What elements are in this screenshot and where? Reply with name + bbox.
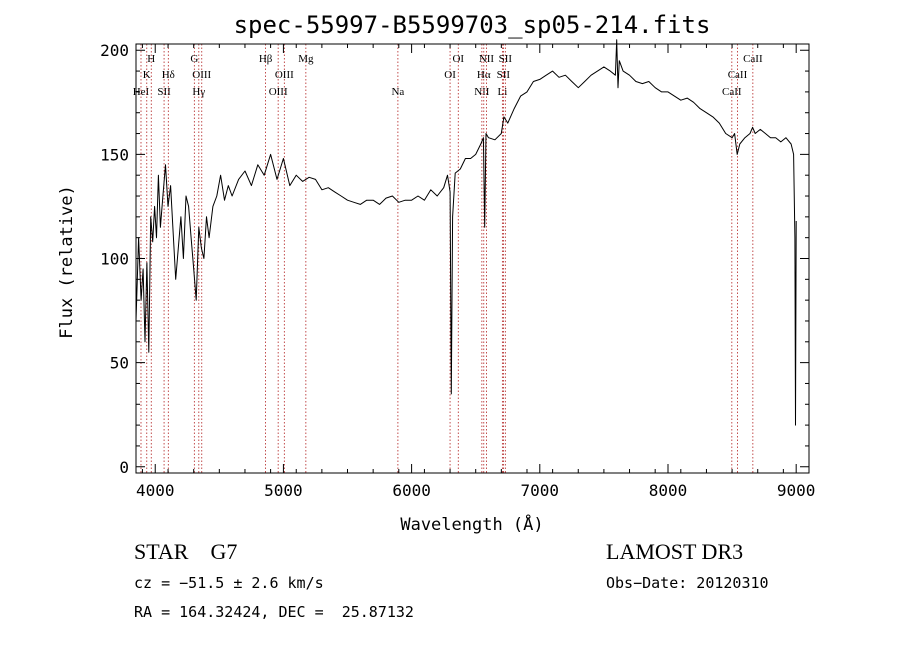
x-axis-title: Wavelength (Å) bbox=[400, 513, 543, 535]
x-tick-label-1: 5000 bbox=[264, 481, 303, 500]
x-tick-label-5: 9000 bbox=[777, 481, 816, 500]
obs-date-text: Obs−Date: 20120310 bbox=[606, 574, 769, 592]
line-label-14: OI bbox=[452, 53, 464, 65]
series-layer bbox=[135, 39, 797, 426]
line-label-17: NII bbox=[479, 53, 495, 65]
line-label-5: G bbox=[190, 53, 198, 65]
line-label-9: OIII bbox=[269, 86, 288, 98]
line-label-11: Mg bbox=[298, 53, 314, 65]
line-label-1: K bbox=[143, 69, 151, 81]
y-tick-label-2: 100 bbox=[100, 250, 129, 269]
line-label-3: SII bbox=[157, 86, 171, 98]
line-label-13: OI bbox=[444, 69, 456, 81]
line-label-21: CaII bbox=[722, 86, 742, 98]
line-label-7: OIII bbox=[192, 69, 211, 81]
line-label-22: CaII bbox=[728, 69, 748, 81]
series-line-flux bbox=[135, 39, 797, 426]
line-label-18: Li bbox=[497, 86, 507, 98]
y-tick-label-3: 150 bbox=[100, 145, 129, 164]
y-axis-ticks: 0 50 100 150 200 bbox=[100, 41, 809, 477]
y-axis-title: Flux (relative) bbox=[57, 185, 77, 339]
chart-title: spec-55997-B5599703_sp05-214.fits bbox=[234, 11, 711, 39]
line-label-4: Hδ bbox=[162, 69, 175, 81]
y-tick-label-1: 50 bbox=[110, 354, 129, 373]
x-tick-label-4: 8000 bbox=[649, 481, 688, 500]
line-label-23: CaII bbox=[743, 53, 763, 65]
line-label-0: HeI bbox=[133, 86, 150, 98]
line-label-2: H bbox=[147, 53, 155, 65]
object-type-label: STAR G7 bbox=[134, 539, 238, 564]
line-label-16: Hα bbox=[477, 69, 491, 81]
line-label-19: SII bbox=[497, 69, 511, 81]
redshift-text: cz = −51.5 ± 2.6 km/s bbox=[134, 574, 324, 592]
x-axis-ticks: 4000 5000 6000 7000 8000 9000 bbox=[136, 44, 815, 500]
line-label-15: NII bbox=[474, 86, 490, 98]
y-tick-label-4: 200 bbox=[100, 41, 129, 60]
survey-label: LAMOST DR3 bbox=[606, 539, 744, 564]
line-label-6: Hγ bbox=[192, 86, 205, 98]
plot-frame bbox=[135, 43, 810, 474]
line-label-20: SII bbox=[499, 53, 513, 65]
coordinates-text: RA = 164.32424, DEC = 25.87132 bbox=[134, 603, 414, 621]
x-tick-label-2: 6000 bbox=[392, 481, 431, 500]
line-label-10: OIII bbox=[275, 69, 294, 81]
line-label-12: Na bbox=[391, 86, 404, 98]
emission-line-markers: HeIKHSIIHδGHγOIIIHβOIIIOIIIMgNaOIOINIIHα… bbox=[133, 44, 763, 473]
x-tick-label-0: 4000 bbox=[136, 481, 175, 500]
line-label-8: Hβ bbox=[259, 53, 273, 65]
x-tick-label-3: 7000 bbox=[521, 481, 560, 500]
y-tick-label-0: 0 bbox=[119, 458, 129, 477]
